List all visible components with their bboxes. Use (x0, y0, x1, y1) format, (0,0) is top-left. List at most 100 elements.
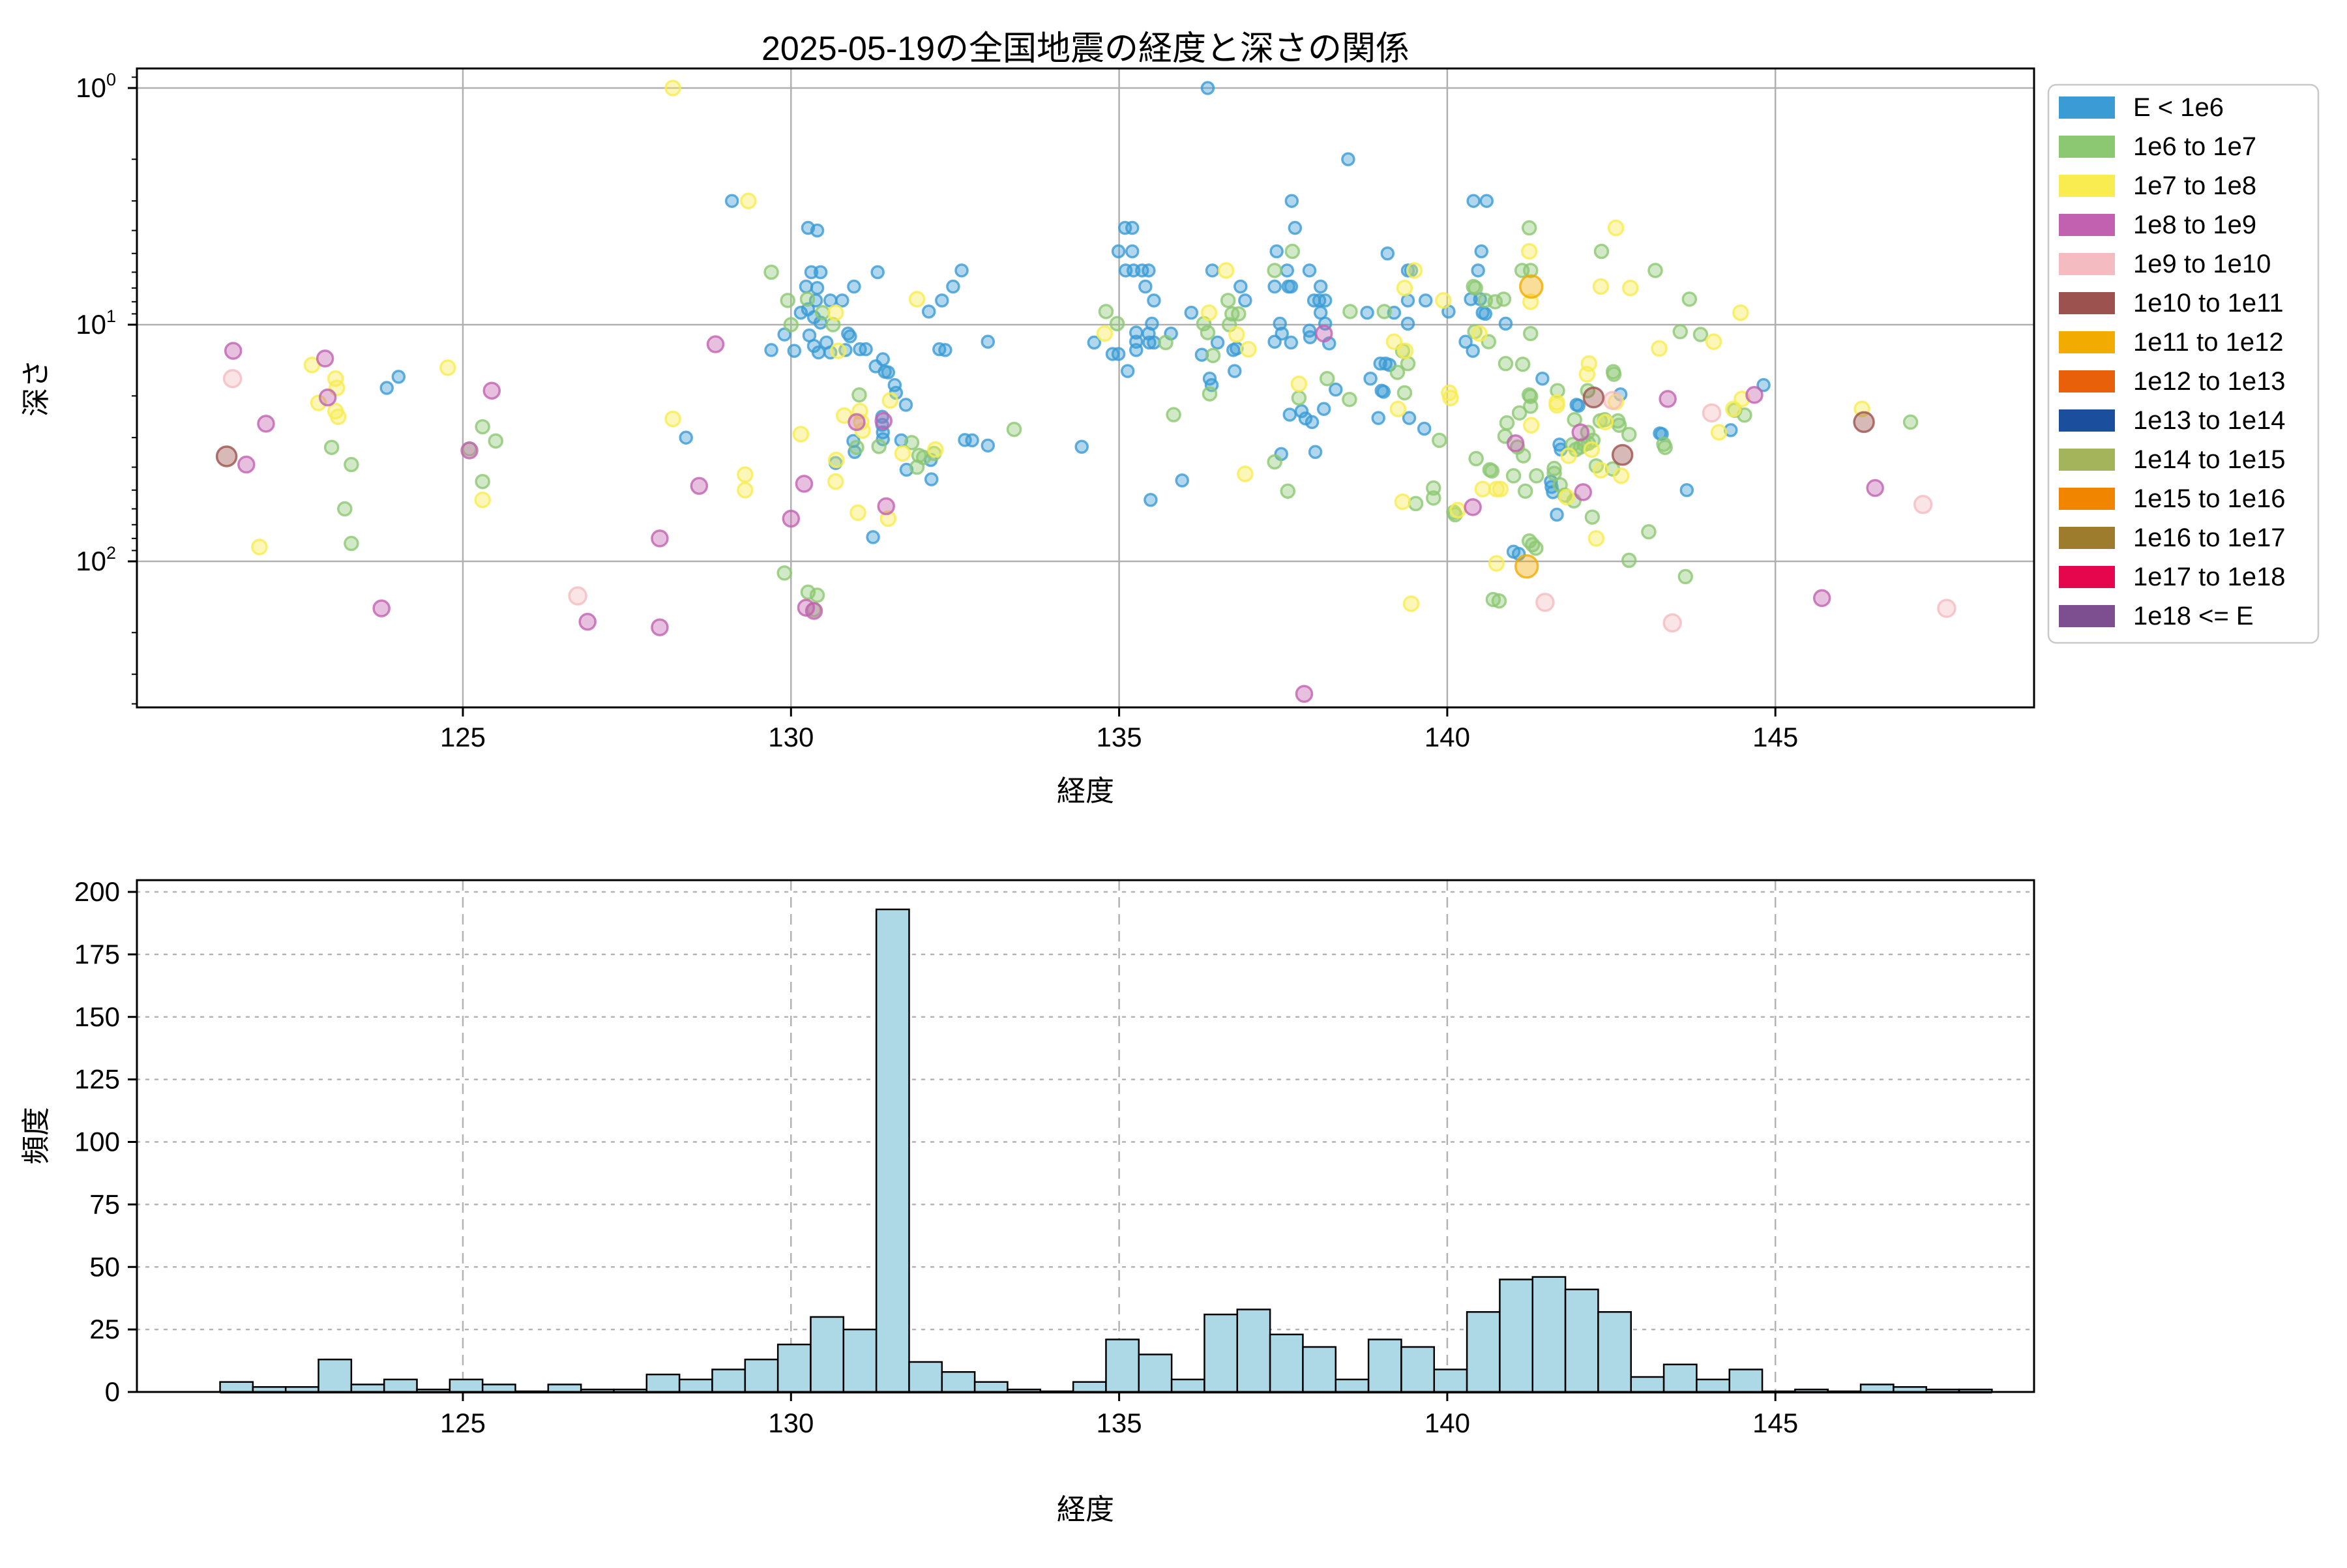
scatter-point (1111, 244, 1126, 259)
tick-label: 102 (76, 543, 116, 576)
scatter-point (908, 291, 926, 308)
tick-label: 101 (76, 306, 116, 340)
scatter-point (1692, 327, 1709, 342)
scatter-point (651, 618, 669, 636)
scatter-point (1290, 376, 1308, 392)
scatter-point (1158, 334, 1174, 351)
scatter-point (1294, 404, 1309, 419)
histogram-xaxis-label: 経度 (1057, 1494, 1114, 1526)
scatter-point (257, 415, 275, 433)
scatter-point (1621, 552, 1637, 569)
scatter-point (909, 459, 925, 475)
scatter-point (1902, 414, 1919, 430)
scatter-point (1756, 377, 1771, 392)
tick-label: 150 (74, 1001, 120, 1032)
scatter-point (1284, 279, 1299, 294)
scatter-point (1308, 445, 1323, 459)
scatter-point (924, 472, 939, 486)
scatter-point (1200, 304, 1218, 321)
scatter-point (1360, 305, 1374, 320)
scatter-point (1520, 243, 1538, 260)
scatter-point (1522, 325, 1539, 342)
scatter-point (894, 445, 911, 462)
scatter-point (1514, 554, 1539, 579)
tick-label: 175 (74, 939, 120, 969)
scatter-point (1499, 415, 1515, 431)
scatter-point (737, 481, 754, 499)
legend-label: 1e11 to 1e12 (2133, 328, 2284, 357)
legend-label: 1e9 to 1e10 (2133, 250, 2271, 278)
scatter-point (1458, 334, 1473, 349)
hist-bar (908, 1361, 943, 1393)
tick-label: 50 (89, 1251, 120, 1282)
scatter-point (1402, 411, 1417, 425)
scatter-point (1550, 507, 1564, 522)
scatter-point (1471, 325, 1488, 342)
legend-item: 1e14 to 1e15 (2059, 445, 2286, 474)
scatter-point (251, 539, 268, 555)
scatter-point (578, 612, 597, 631)
scatter-point (804, 265, 819, 280)
scatter-point (1329, 382, 1343, 397)
scatter-point (1612, 467, 1630, 484)
scatter-point (1295, 685, 1314, 703)
scatter-point (1659, 390, 1677, 408)
hist-bar (1269, 1333, 1304, 1393)
scatter-point (849, 504, 866, 522)
scatter-point (1389, 400, 1407, 417)
scatter-point (215, 445, 238, 467)
legend-swatch (2059, 566, 2115, 588)
scatter-point (344, 456, 359, 473)
scatter-point (1282, 407, 1297, 422)
scatter-point (1498, 316, 1513, 331)
scatter-point (1142, 335, 1157, 350)
scatter-point (1432, 432, 1447, 449)
tick-label: 25 (89, 1314, 120, 1344)
legend-label: 1e6 to 1e7 (2133, 132, 2256, 161)
histogram-plot: 125 130 135 140 145 0 25 50 75 100 125 150 175 200 経度… (20, 876, 2035, 1526)
scatter-point (1284, 194, 1299, 208)
scatter-point (1449, 501, 1466, 519)
scatter-point (1217, 262, 1235, 279)
scatter-point (1651, 340, 1668, 357)
scatter-point (1745, 385, 1764, 404)
scatter-point (848, 413, 866, 432)
scatter-point (1389, 364, 1406, 380)
scatter-content: 125 130 135 140 145 100 101 102 (76, 68, 2034, 752)
scatter-point (954, 263, 969, 278)
scatter-point (1611, 443, 1634, 466)
scatter-point (776, 565, 792, 581)
scatter-point (1302, 263, 1317, 278)
scatter-point (1725, 400, 1742, 417)
scatter-point (1592, 278, 1610, 295)
scatter-point (475, 473, 490, 490)
scatter-point (1705, 333, 1722, 350)
scatter-point (568, 586, 587, 606)
legend-swatch (2059, 214, 2115, 236)
scatter-point (1231, 306, 1247, 322)
scatter-point (810, 281, 825, 295)
scatter-point (1233, 279, 1248, 294)
scatter-point (801, 220, 816, 235)
legend-swatch (2059, 370, 2115, 392)
scatter-point (1228, 364, 1242, 378)
scatter-plot: 125 130 135 140 145 100 101 102 経度 深さ (20, 67, 2035, 807)
scatter-point (1120, 364, 1135, 378)
scatter-point (488, 433, 504, 449)
tick-label: 135 (1097, 1408, 1142, 1438)
scatter-point (1396, 280, 1413, 297)
scatter-point (1342, 304, 1358, 319)
hist-bar (1597, 1311, 1632, 1393)
scatter-point (1394, 493, 1411, 510)
scatter-point (1647, 263, 1663, 278)
scatter-point (1291, 390, 1307, 406)
hist-bar (711, 1368, 746, 1393)
hist-bar (449, 1378, 484, 1393)
scatter-point (1621, 426, 1637, 443)
scatter-point (797, 599, 816, 617)
scatter-point (1592, 462, 1610, 479)
scatter-point (1238, 293, 1252, 308)
scatter-point (1205, 263, 1220, 278)
scatter-point (1560, 447, 1577, 464)
legend: E < 1e6 1e6 to 1e7 1e7 to 1e8 1e8 to 1e9 1e9… (2047, 83, 2320, 644)
